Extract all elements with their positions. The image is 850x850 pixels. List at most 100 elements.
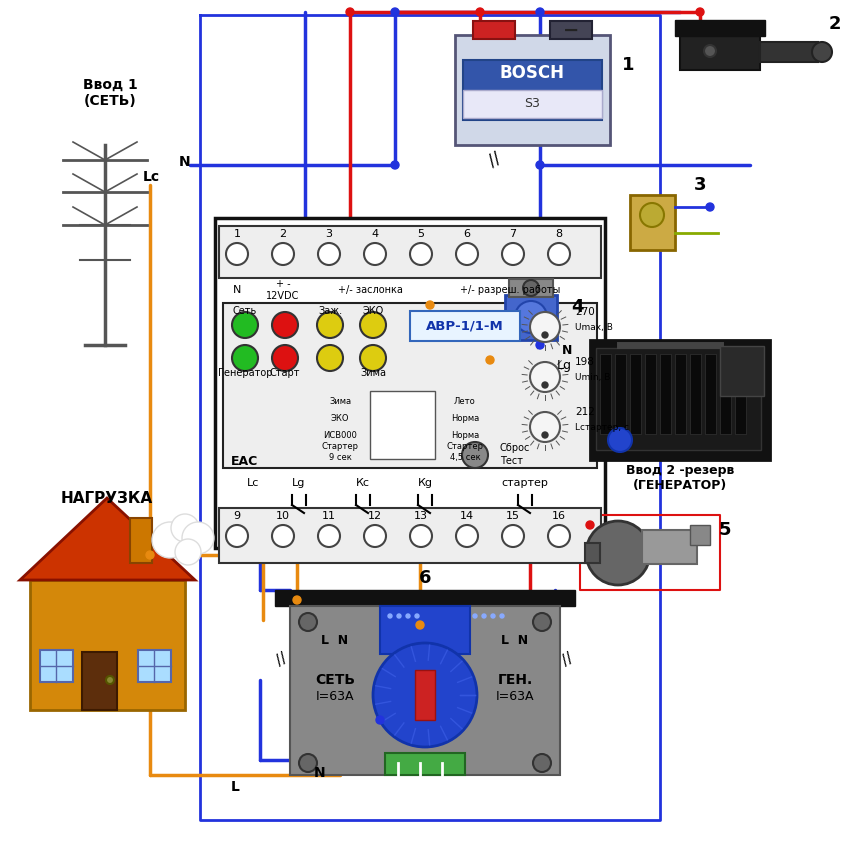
Circle shape (515, 301, 547, 333)
Text: Ввод 1
(СЕТЬ): Ввод 1 (СЕТЬ) (82, 78, 138, 108)
Circle shape (410, 243, 432, 265)
Text: Стартер
9 сек: Стартер 9 сек (321, 442, 359, 462)
FancyBboxPatch shape (660, 354, 671, 434)
Circle shape (293, 596, 301, 604)
Text: 5: 5 (417, 229, 424, 239)
Circle shape (364, 243, 386, 265)
Text: Кс: Кс (356, 478, 370, 488)
Text: НАГРУЗКА: НАГРУЗКА (61, 490, 153, 506)
FancyBboxPatch shape (509, 279, 553, 297)
Text: 6: 6 (463, 229, 471, 239)
Text: СЕТЬ: СЕТЬ (315, 673, 355, 687)
Polygon shape (20, 498, 195, 580)
Circle shape (175, 539, 201, 565)
Circle shape (397, 614, 401, 618)
Text: Норма: Норма (450, 413, 479, 422)
Text: 198: 198 (575, 357, 595, 367)
FancyBboxPatch shape (630, 195, 675, 250)
Text: 212: 212 (575, 407, 595, 417)
Text: S3: S3 (524, 97, 540, 110)
FancyBboxPatch shape (615, 354, 626, 434)
Circle shape (640, 203, 664, 227)
Text: АВР-1/1-М: АВР-1/1-М (426, 320, 504, 332)
FancyBboxPatch shape (385, 753, 465, 775)
Text: N: N (562, 343, 572, 356)
Circle shape (486, 356, 494, 364)
FancyBboxPatch shape (130, 518, 152, 563)
Text: ЕАС: ЕАС (231, 455, 258, 468)
FancyBboxPatch shape (720, 346, 764, 396)
Circle shape (415, 614, 419, 618)
FancyBboxPatch shape (223, 303, 597, 468)
Circle shape (388, 614, 392, 618)
Text: Lg: Lg (292, 478, 306, 488)
Circle shape (272, 243, 294, 265)
Text: Lc: Lc (143, 170, 160, 184)
Text: Umax, В: Umax, В (575, 322, 613, 332)
FancyBboxPatch shape (680, 32, 760, 70)
Circle shape (536, 8, 544, 16)
Circle shape (360, 312, 386, 338)
Text: Кg: Кg (417, 478, 433, 488)
Text: Lg: Lg (557, 359, 572, 371)
Text: 13: 13 (414, 511, 428, 521)
Text: 1: 1 (621, 56, 634, 74)
Text: L  N: L N (321, 633, 348, 647)
Text: 15: 15 (506, 511, 520, 521)
Circle shape (530, 362, 560, 392)
Text: + -
12VDC: + - 12VDC (266, 279, 300, 301)
Text: Ввод 2 -резерв
(ГЕНЕРАТОР): Ввод 2 -резерв (ГЕНЕРАТОР) (626, 464, 734, 492)
Circle shape (500, 614, 504, 618)
FancyBboxPatch shape (138, 650, 171, 682)
Circle shape (152, 522, 188, 558)
Text: 2: 2 (829, 15, 842, 33)
FancyBboxPatch shape (505, 295, 557, 340)
FancyBboxPatch shape (596, 348, 761, 450)
FancyBboxPatch shape (290, 606, 560, 775)
FancyBboxPatch shape (40, 650, 73, 682)
FancyBboxPatch shape (585, 543, 600, 563)
Text: +/- заслонка: +/- заслонка (337, 285, 402, 295)
FancyBboxPatch shape (219, 508, 601, 563)
FancyBboxPatch shape (219, 226, 601, 278)
Text: N: N (314, 766, 326, 780)
Circle shape (530, 412, 560, 442)
Circle shape (171, 514, 199, 542)
Text: //: // (485, 150, 504, 171)
Text: 5: 5 (719, 521, 731, 539)
Circle shape (317, 312, 343, 338)
Text: 4: 4 (371, 229, 378, 239)
Text: ЭКО: ЭКО (331, 413, 349, 422)
Text: ГЕН.: ГЕН. (497, 673, 533, 687)
FancyBboxPatch shape (415, 670, 435, 720)
Text: I=63А: I=63А (496, 690, 535, 704)
Circle shape (533, 613, 551, 631)
Text: 3: 3 (694, 176, 706, 194)
Text: ИСВ000: ИСВ000 (323, 430, 357, 439)
FancyBboxPatch shape (463, 60, 602, 120)
Circle shape (272, 525, 294, 547)
Circle shape (364, 525, 386, 547)
FancyBboxPatch shape (370, 391, 435, 459)
Circle shape (586, 521, 594, 529)
Text: Заж.: Заж. (318, 306, 342, 316)
FancyBboxPatch shape (463, 90, 602, 118)
Circle shape (502, 243, 524, 265)
FancyBboxPatch shape (275, 590, 575, 606)
FancyBboxPatch shape (455, 35, 610, 145)
Circle shape (426, 301, 434, 309)
Circle shape (704, 45, 716, 57)
Text: Сеть: Сеть (233, 306, 257, 316)
Text: Зима: Зима (360, 368, 386, 378)
Circle shape (373, 643, 477, 747)
Text: 9: 9 (234, 511, 241, 521)
Circle shape (456, 525, 478, 547)
Circle shape (146, 551, 154, 559)
Circle shape (318, 525, 340, 547)
Circle shape (106, 676, 114, 684)
Text: L: L (230, 780, 240, 794)
Circle shape (416, 621, 424, 629)
FancyBboxPatch shape (645, 354, 656, 434)
Circle shape (462, 442, 488, 468)
Circle shape (391, 8, 399, 16)
